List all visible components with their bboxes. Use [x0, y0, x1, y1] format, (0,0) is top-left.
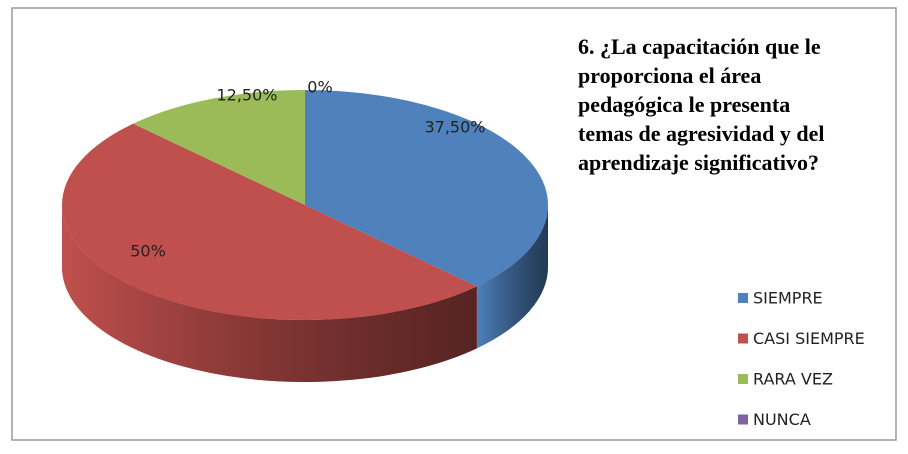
data-labels: 37,50% 50% 12,50% 0% [130, 78, 485, 261]
data-label: 37,50% [424, 118, 485, 137]
legend-swatch [738, 414, 748, 425]
legend-swatch [738, 374, 748, 384]
legend-swatch [738, 293, 748, 303]
data-label: 12,50% [216, 86, 277, 105]
data-label: 0% [307, 78, 332, 97]
legend-label: RARA VEZ [753, 370, 833, 389]
legend-label: NUNCA [753, 410, 811, 429]
legend-label: SIEMPRE [753, 289, 823, 308]
slice [305, 90, 548, 287]
legend-label: CASI SIEMPRE [753, 329, 865, 348]
chart-title: 6. ¿La capacitación que le proporciona e… [578, 34, 825, 175]
slice [62, 123, 477, 320]
legend-swatch [738, 333, 748, 344]
slice-side-shade [62, 205, 477, 382]
pie-sides [62, 205, 548, 382]
data-label: 50% [130, 242, 166, 261]
slice [133, 90, 305, 205]
legend: SIEMPRE CASI SIEMPRE RARA VEZ NUNCA [738, 289, 865, 429]
pie-tops [62, 90, 548, 320]
slice-side-shade [476, 205, 548, 349]
